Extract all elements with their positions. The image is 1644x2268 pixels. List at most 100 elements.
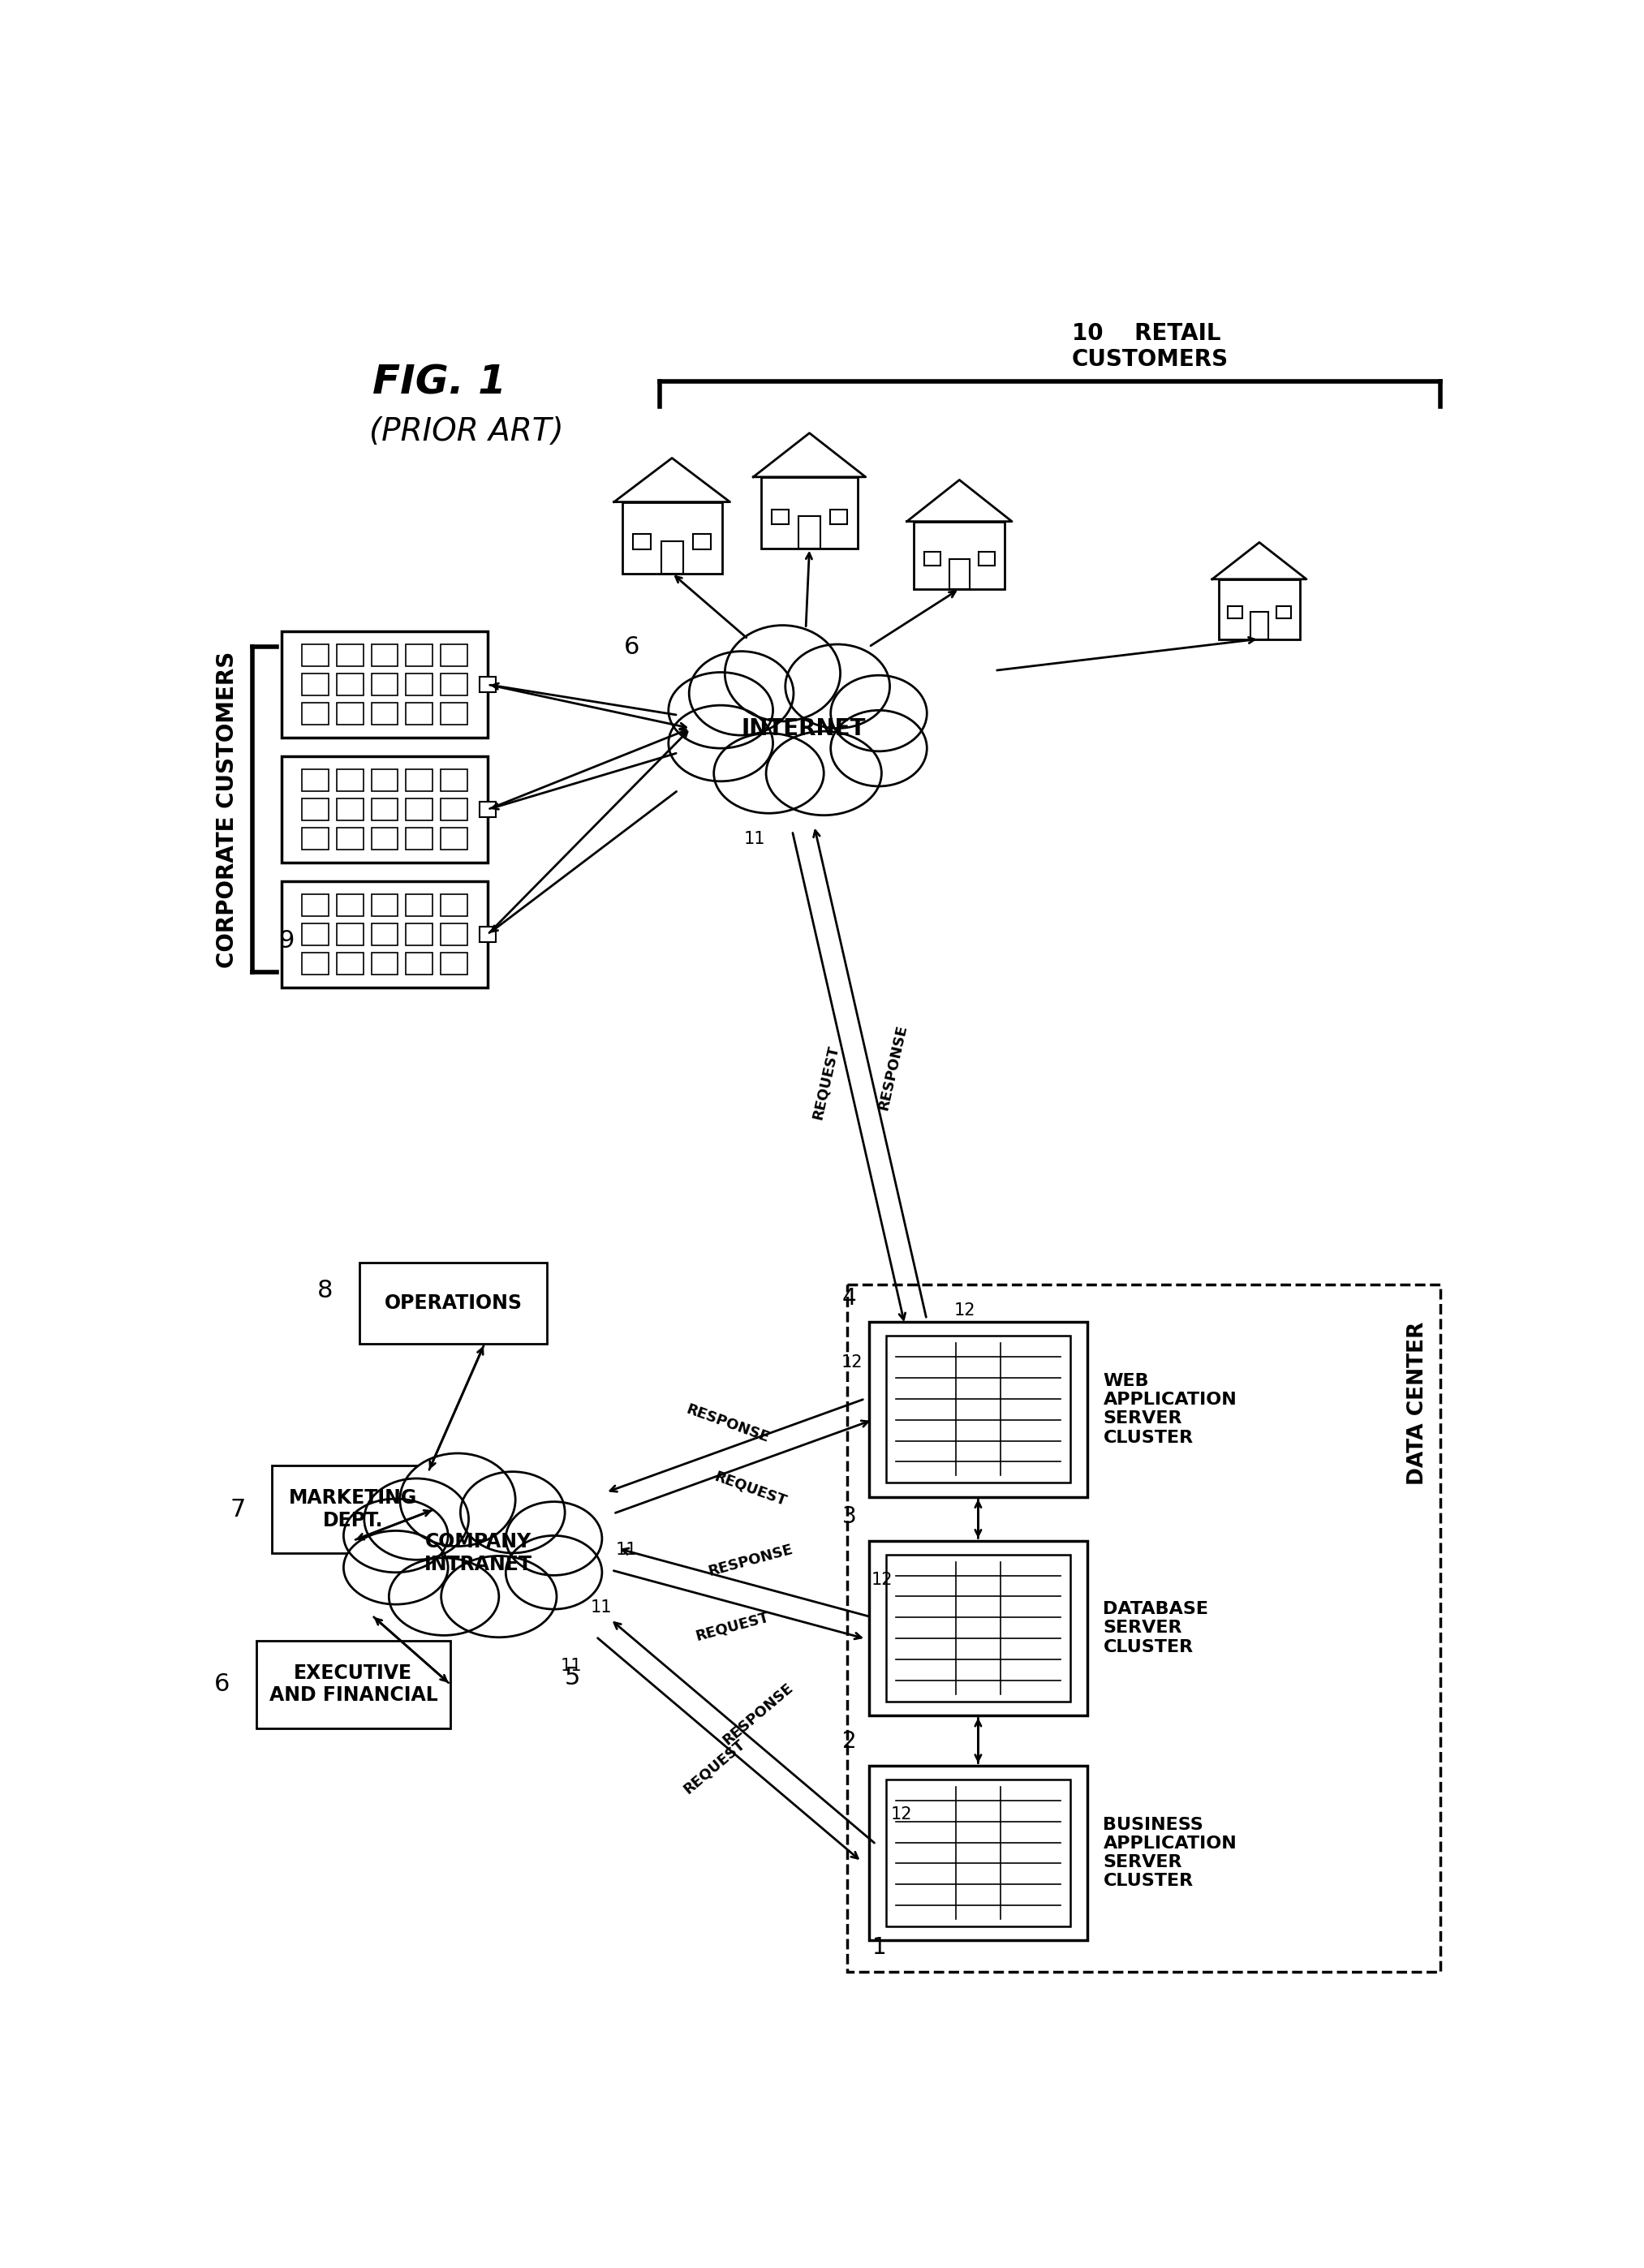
Bar <box>337 798 363 821</box>
Text: CORPORATE CUSTOMERS: CORPORATE CUSTOMERS <box>215 651 238 968</box>
Text: 4: 4 <box>842 1286 857 1309</box>
Bar <box>302 674 329 696</box>
Bar <box>372 703 398 726</box>
Bar <box>480 928 495 943</box>
Text: REQUEST: REQUEST <box>694 1610 771 1644</box>
Ellipse shape <box>441 1556 557 1637</box>
Bar <box>337 953 363 975</box>
Bar <box>372 828 398 850</box>
Polygon shape <box>907 481 1013 522</box>
Bar <box>868 1540 1087 1715</box>
Text: 9: 9 <box>278 930 294 953</box>
Bar <box>372 894 398 916</box>
Bar <box>1218 578 1300 640</box>
Bar <box>694 535 710 549</box>
Bar <box>406 798 432 821</box>
Bar <box>337 828 363 850</box>
Bar <box>441 703 467 726</box>
Bar <box>621 501 722 574</box>
Bar <box>256 1640 450 1728</box>
Bar <box>406 769 432 792</box>
Bar <box>761 476 858 549</box>
Bar <box>441 798 467 821</box>
Bar <box>633 535 651 549</box>
Ellipse shape <box>344 1531 449 1603</box>
Bar <box>441 828 467 850</box>
Text: 11: 11 <box>561 1658 582 1674</box>
Ellipse shape <box>830 676 927 751</box>
Bar <box>337 894 363 916</box>
Text: MARKETING
DEPT.: MARKETING DEPT. <box>289 1488 418 1531</box>
Polygon shape <box>613 458 730 501</box>
Ellipse shape <box>460 1472 566 1554</box>
Bar <box>337 674 363 696</box>
Ellipse shape <box>365 1479 469 1560</box>
Bar <box>337 703 363 726</box>
Text: RESPONSE: RESPONSE <box>684 1402 771 1445</box>
Ellipse shape <box>344 1499 449 1572</box>
Ellipse shape <box>669 671 773 748</box>
Text: 12: 12 <box>891 1808 912 1823</box>
Text: 11: 11 <box>590 1599 612 1615</box>
Ellipse shape <box>830 710 927 787</box>
Bar <box>406 953 432 975</box>
Bar <box>480 676 495 692</box>
Bar <box>372 674 398 696</box>
Bar <box>337 644 363 667</box>
Bar <box>273 1465 434 1554</box>
Bar <box>372 953 398 975</box>
Bar <box>302 923 329 946</box>
Bar <box>302 703 329 726</box>
Bar <box>1251 612 1268 640</box>
Bar <box>406 828 432 850</box>
Bar <box>1276 606 1291 619</box>
Text: COMPANY
INTRANET: COMPANY INTRANET <box>424 1531 533 1574</box>
Bar <box>771 510 789 524</box>
Bar <box>868 1322 1087 1497</box>
Ellipse shape <box>786 644 889 728</box>
Polygon shape <box>753 433 866 476</box>
Text: (PRIOR ART): (PRIOR ART) <box>368 415 564 447</box>
Bar <box>372 769 398 792</box>
Bar <box>799 517 820 549</box>
Text: 7: 7 <box>230 1497 245 1522</box>
Bar <box>302 894 329 916</box>
Bar <box>441 644 467 667</box>
Text: RESPONSE: RESPONSE <box>720 1681 796 1749</box>
Text: 1: 1 <box>871 1937 886 1960</box>
Bar <box>360 1263 547 1343</box>
Ellipse shape <box>506 1501 602 1576</box>
Bar <box>281 758 488 862</box>
Text: 11: 11 <box>743 832 764 848</box>
Bar <box>441 894 467 916</box>
Text: 3: 3 <box>842 1506 857 1529</box>
Bar <box>406 674 432 696</box>
Bar <box>372 923 398 946</box>
Ellipse shape <box>506 1535 602 1610</box>
Text: 10    RETAIL
CUSTOMERS: 10 RETAIL CUSTOMERS <box>1072 322 1228 372</box>
Text: FIG. 1: FIG. 1 <box>372 363 506 401</box>
Text: 6: 6 <box>214 1672 230 1696</box>
Bar <box>406 894 432 916</box>
Bar <box>302 798 329 821</box>
Bar <box>406 644 432 667</box>
Bar <box>281 631 488 737</box>
Text: DATABASE
SERVER
CLUSTER: DATABASE SERVER CLUSTER <box>1103 1601 1208 1656</box>
Text: INTERNET: INTERNET <box>741 717 865 739</box>
Text: RESPONSE: RESPONSE <box>707 1542 794 1579</box>
Bar <box>441 674 467 696</box>
Ellipse shape <box>713 733 824 814</box>
Ellipse shape <box>399 1454 516 1547</box>
Bar <box>281 882 488 987</box>
Ellipse shape <box>390 1490 567 1617</box>
Text: 12: 12 <box>842 1354 863 1370</box>
Text: 2: 2 <box>842 1730 857 1753</box>
Bar <box>886 1336 1070 1483</box>
Text: REQUEST: REQUEST <box>681 1737 748 1796</box>
Bar <box>302 953 329 975</box>
Bar <box>302 769 329 792</box>
Bar <box>1228 606 1243 619</box>
Bar <box>337 769 363 792</box>
Ellipse shape <box>689 651 794 735</box>
Ellipse shape <box>390 1558 498 1635</box>
